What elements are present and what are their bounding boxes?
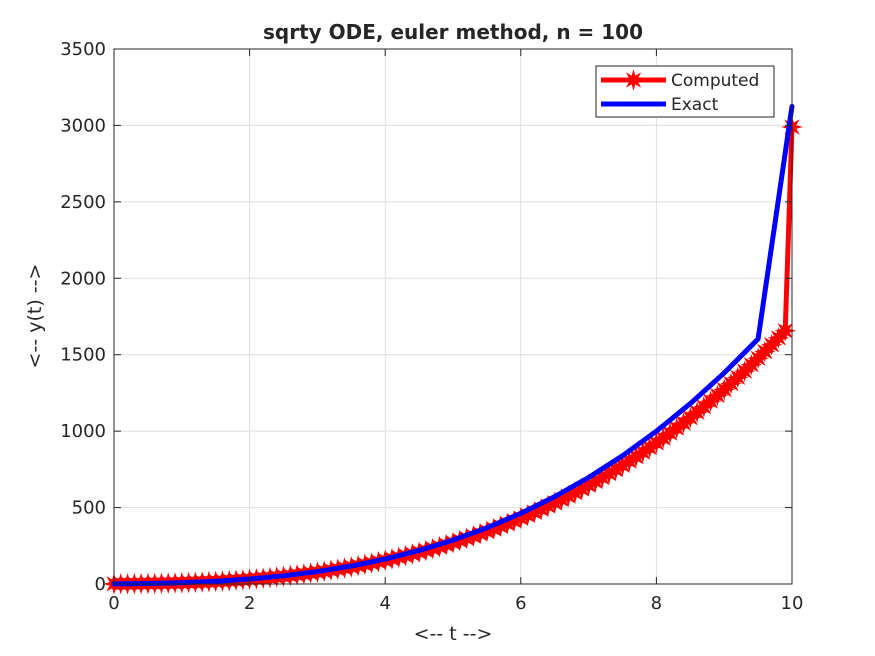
chart-title: sqrty ODE, euler method, n = 100 — [263, 20, 643, 44]
y-tick-label: 0 — [95, 574, 106, 595]
ticks: 0 2 4 6 8 10 0 500 1000 1500 2000 2500 3000 3500 — [60, 39, 803, 614]
x-tick-label: 4 — [379, 593, 390, 614]
x-tick-label: 10 — [781, 593, 804, 614]
data-point-computed — [774, 319, 797, 342]
plot-area — [114, 49, 792, 584]
axes-box — [113, 48, 793, 585]
legend: Computed Exact — [595, 65, 775, 118]
y-tick-label: 1000 — [60, 421, 106, 442]
series-layer — [103, 103, 803, 595]
y-tick-label: 2500 — [60, 192, 106, 213]
series-line-exact — [111, 103, 795, 587]
legend-marker-computed — [622, 69, 645, 91]
y-tick-label: 500 — [72, 498, 106, 519]
x-tick-label: 6 — [515, 593, 526, 614]
y-tick-label: 2000 — [60, 268, 106, 289]
x-axis-label: <-- t --> — [414, 623, 493, 645]
x-tick-label: 0 — [108, 593, 119, 614]
legend-label-computed: Computed — [671, 71, 759, 91]
x-tick-label: 2 — [244, 593, 255, 614]
y-tick-label: 3000 — [60, 115, 106, 136]
legend-star-marker — [622, 69, 645, 91]
y-axis-label: <-- y(t) --> — [24, 264, 46, 369]
legend-box — [595, 65, 775, 118]
x-tick-label: 8 — [651, 593, 662, 614]
legend-label-exact: Exact — [671, 95, 719, 115]
y-tick-label: 1500 — [60, 345, 106, 366]
y-tick-label: 3500 — [60, 39, 106, 60]
